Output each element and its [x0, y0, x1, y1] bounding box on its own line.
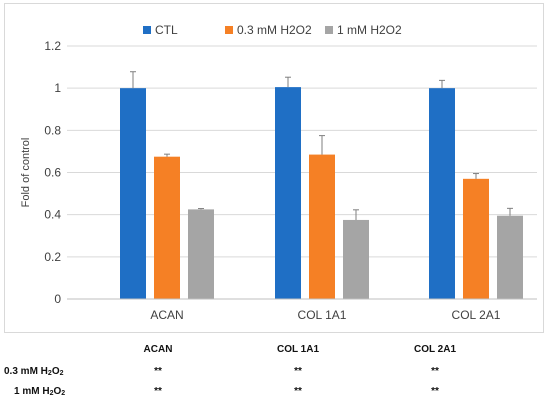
x-category-label: COL 1A1 [298, 308, 347, 322]
bar [309, 154, 335, 299]
y-tick-label: 0 [54, 292, 61, 306]
table-header-col1a1: COL 1A1 [276, 344, 320, 355]
bar-chart: 0 0.2 0.4 0.6 0.8 1 1.2 Fold of control ACAN COL … [20, 23, 537, 322]
y-tick-label: 1 [54, 81, 61, 95]
bar [120, 88, 146, 300]
bar [188, 209, 214, 299]
table-row-label: 0.3 mM H2O2 [4, 366, 64, 377]
legend-label: 1 mM H2O2 [337, 23, 402, 37]
significance-cell: ** [154, 386, 162, 397]
x-category-label: ACAN [150, 308, 183, 322]
table-row-label: 1 mM H2O2 [14, 386, 66, 397]
significance-table: ACAN COL 1A1 COL 2A1 0.3 mM H2O2 ** ** *… [0, 338, 550, 402]
significance-cell: ** [431, 366, 439, 377]
legend-label: CTL [155, 23, 178, 37]
x-category-label: COL 2A1 [452, 308, 501, 322]
table-header-acan: ACAN [143, 344, 173, 355]
legend-swatch [225, 26, 233, 34]
significance-cell: ** [294, 386, 302, 397]
bar [497, 215, 523, 299]
legend-swatch [143, 26, 151, 34]
table-header-col2a1: COL 2A1 [413, 344, 457, 355]
significance-cell: ** [431, 386, 439, 397]
y-tick-label: 1.2 [44, 39, 61, 53]
legend-swatch [325, 26, 333, 34]
bar [429, 88, 455, 300]
y-axis-title: Fold of control [20, 138, 32, 208]
bar [275, 87, 301, 299]
bar [343, 219, 369, 299]
significance-cell: ** [154, 366, 162, 377]
y-tick-label: 0.6 [44, 166, 61, 180]
bar [463, 178, 489, 299]
y-tick-label: 0.8 [44, 123, 61, 137]
legend-label: 0.3 mM H2O2 [237, 23, 312, 37]
y-tick-label: 0.4 [44, 208, 61, 222]
significance-cell: ** [294, 366, 302, 377]
y-tick-label: 0.2 [44, 250, 61, 264]
chart-frame: 0 0.2 0.4 0.6 0.8 1 1.2 Fold of control ACAN COL … [4, 3, 544, 333]
bar [154, 156, 180, 299]
